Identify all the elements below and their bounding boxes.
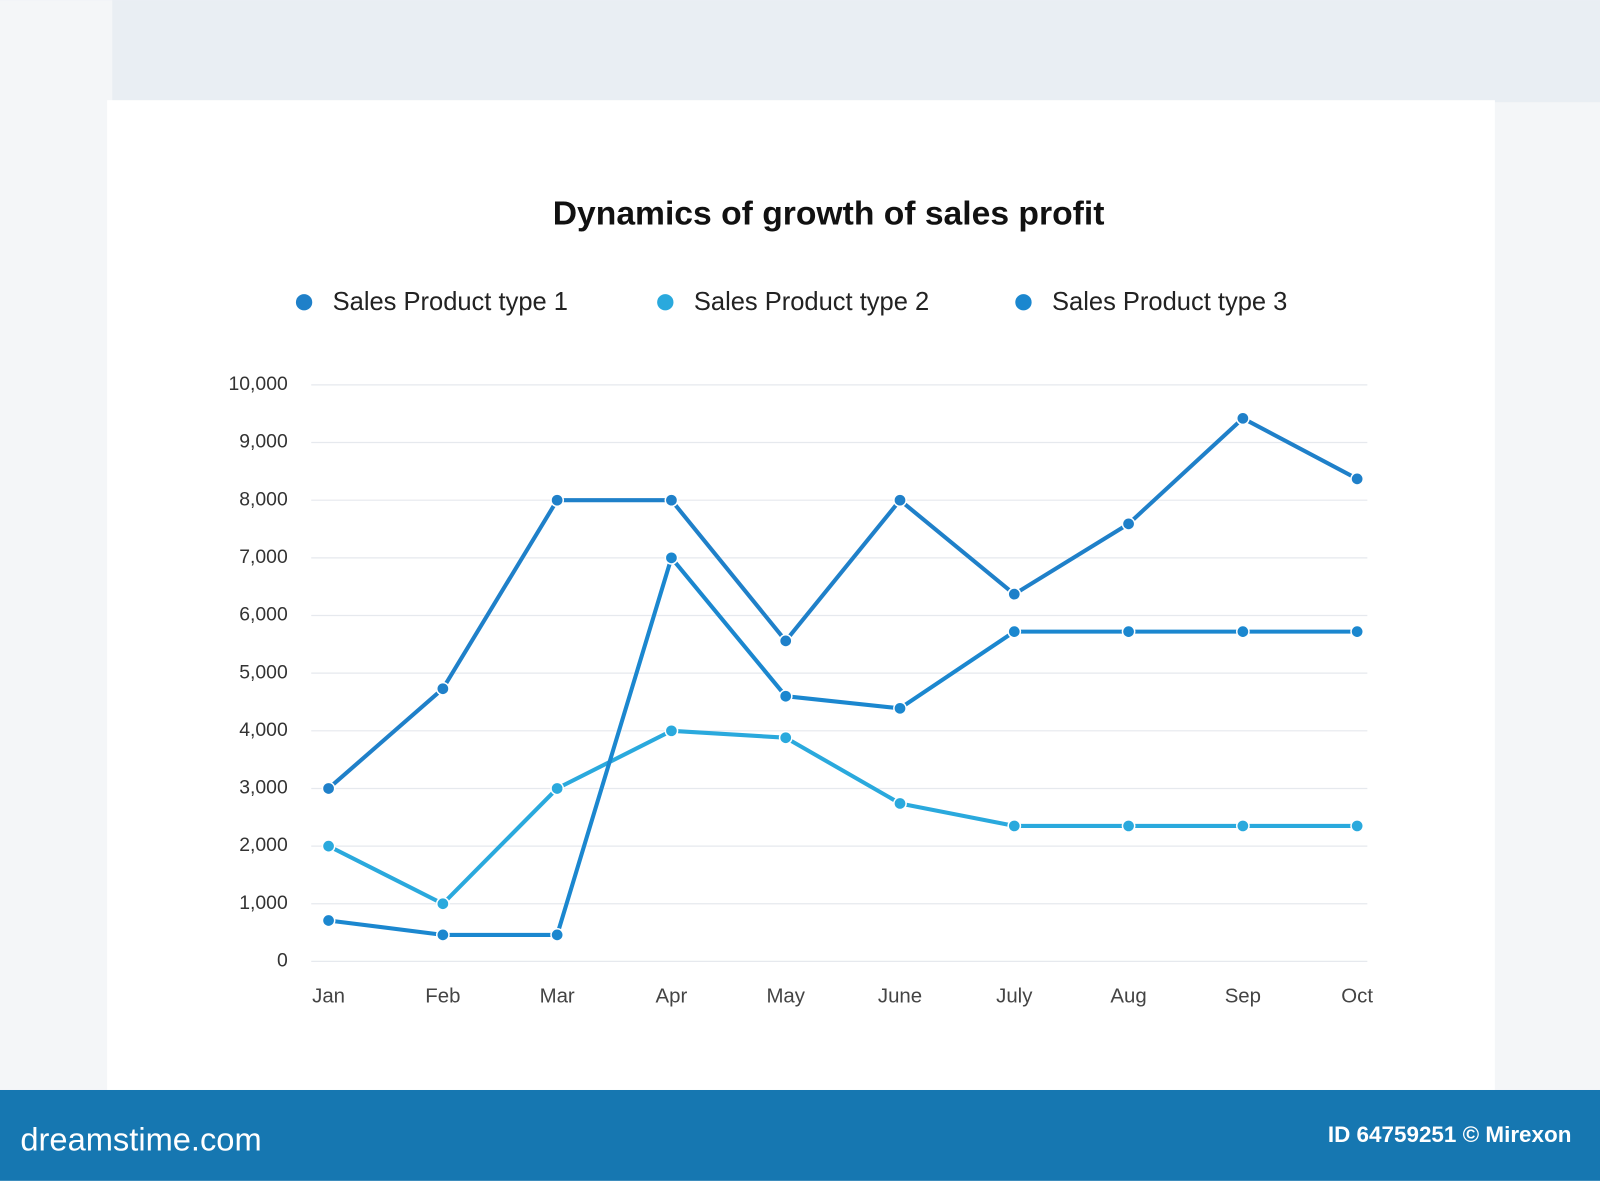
data-point [1121, 516, 1136, 531]
x-tick-label: Aug [1110, 986, 1146, 1008]
legend-label: Sales Product type 3 [1052, 288, 1287, 316]
data-point [1235, 819, 1250, 833]
footer-brand: dreamstime.com [20, 1121, 261, 1158]
data-point [435, 896, 450, 911]
data-point [664, 723, 679, 738]
y-tick-label: 6,000 [239, 604, 288, 626]
y-tick-label: 5,000 [239, 661, 288, 683]
data-point [778, 730, 793, 745]
x-tick-label: June [878, 986, 922, 1008]
data-point [893, 493, 907, 508]
data-point [1350, 471, 1365, 486]
footer-bar [0, 1089, 1600, 1181]
y-tick-label: 8,000 [239, 488, 288, 510]
data-point [321, 913, 336, 928]
x-tick-label: Jan [312, 986, 345, 1008]
y-tick-label: 0 [277, 950, 288, 972]
data-point [1121, 819, 1136, 833]
chart-title: Dynamics of growth of sales profit [553, 195, 1105, 232]
data-point [1121, 624, 1136, 639]
data-point [550, 928, 565, 942]
legend-marker [1015, 294, 1032, 311]
data-point [778, 633, 793, 648]
y-tick-label: 2,000 [239, 834, 288, 856]
footer-credit: ID 64759251 © Mirexon [1328, 1122, 1572, 1147]
data-point [778, 689, 793, 704]
x-tick-label: Apr [656, 986, 688, 1008]
plot-area: 0 1,000 2,000 3,000 4,000 5,000 6,000 7,000 8,00… [228, 288, 1373, 1008]
data-point [321, 839, 336, 854]
x-tick-label: Oct [1341, 986, 1373, 1008]
legend-label: Sales Product type 2 [694, 288, 929, 316]
paper-right [1494, 102, 1600, 1090]
paper [107, 100, 1495, 1090]
legend-marker [295, 294, 313, 311]
data-point [435, 928, 450, 942]
data-point [664, 550, 679, 565]
data-point [1007, 819, 1022, 833]
y-tick-label: 9,000 [239, 431, 288, 453]
data-point [893, 796, 907, 811]
data-point [1235, 624, 1250, 639]
y-tick-label: 3,000 [239, 777, 288, 799]
series-line [327, 416, 1359, 790]
series-line [328, 555, 1358, 937]
data-point [664, 493, 679, 508]
x-tick-label: July [996, 986, 1033, 1008]
data-point [1350, 624, 1365, 639]
data-point [1007, 587, 1022, 602]
data-point [435, 681, 450, 696]
y-tick-label: 4,000 [239, 719, 288, 741]
legend-label: Sales Product type 1 [333, 288, 568, 316]
data-point [550, 781, 565, 796]
x-tick-label: May [766, 986, 805, 1008]
y-tick-label: 7,000 [239, 546, 288, 568]
data-point [321, 781, 336, 796]
legend-marker [657, 294, 674, 311]
series-line [327, 728, 1358, 906]
data-point [1350, 819, 1365, 833]
data-point [550, 493, 565, 508]
y-tick-label: 1,000 [239, 892, 288, 914]
x-tick-label: Mar [540, 986, 575, 1008]
x-tick-label: Sep [1225, 986, 1261, 1008]
data-point [1007, 624, 1022, 639]
data-point [1235, 411, 1250, 426]
y-tick-label: 10,000 [228, 373, 287, 395]
x-tick-label: Feb [425, 986, 460, 1008]
paper-left [0, 0, 113, 1090]
data-point [893, 701, 907, 716]
